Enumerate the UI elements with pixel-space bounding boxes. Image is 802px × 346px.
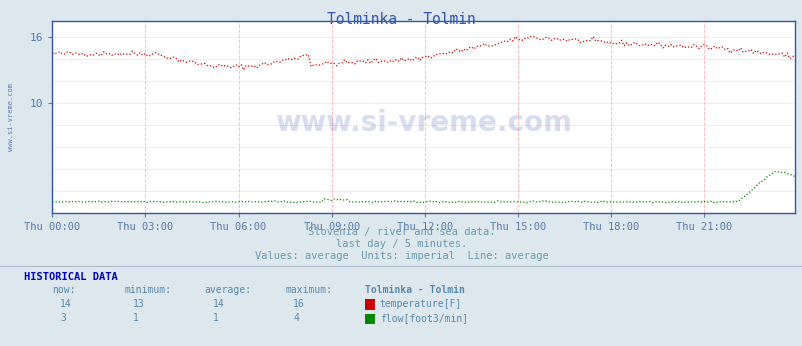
Text: 1: 1 bbox=[132, 313, 138, 323]
Text: 1: 1 bbox=[213, 313, 218, 323]
Text: www.si-vreme.com: www.si-vreme.com bbox=[275, 109, 571, 137]
Text: 14: 14 bbox=[60, 299, 72, 309]
Text: Values: average  Units: imperial  Line: average: Values: average Units: imperial Line: av… bbox=[254, 251, 548, 261]
Text: minimum:: minimum: bbox=[124, 285, 172, 295]
Text: maximum:: maximum: bbox=[285, 285, 332, 295]
Text: average:: average: bbox=[205, 285, 252, 295]
Text: Tolminka - Tolmin: Tolminka - Tolmin bbox=[365, 285, 464, 295]
Text: HISTORICAL DATA: HISTORICAL DATA bbox=[24, 272, 118, 282]
Text: now:: now: bbox=[52, 285, 75, 295]
Text: 13: 13 bbox=[132, 299, 144, 309]
Text: last day / 5 minutes.: last day / 5 minutes. bbox=[335, 239, 467, 249]
Text: 3: 3 bbox=[60, 313, 66, 323]
Text: www.si-vreme.com: www.si-vreme.com bbox=[8, 83, 14, 151]
Text: 14: 14 bbox=[213, 299, 225, 309]
Text: temperature[F]: temperature[F] bbox=[379, 299, 461, 309]
Text: Tolminka - Tolmin: Tolminka - Tolmin bbox=[326, 12, 476, 27]
Text: Slovenia / river and sea data.: Slovenia / river and sea data. bbox=[307, 227, 495, 237]
Text: 16: 16 bbox=[293, 299, 305, 309]
Text: 4: 4 bbox=[293, 313, 298, 323]
Text: flow[foot3/min]: flow[foot3/min] bbox=[379, 313, 468, 323]
